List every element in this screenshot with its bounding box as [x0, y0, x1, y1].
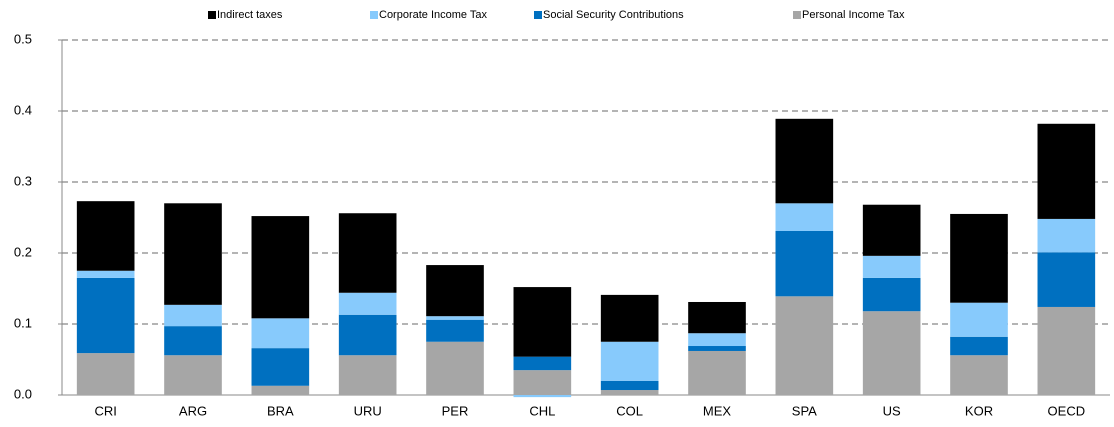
x-tick-label: KOR — [965, 403, 993, 418]
bar-segment — [513, 287, 572, 357]
bar-segment — [688, 333, 746, 347]
legend-label: Corporate Income Tax — [379, 9, 488, 21]
x-tick-label: ARG — [179, 403, 207, 418]
bar-segment — [1037, 306, 1096, 395]
bar-segment — [513, 356, 572, 371]
x-tick-label: URU — [354, 403, 382, 418]
bar-segment — [600, 390, 659, 395]
x-tick-label: PER — [442, 403, 469, 418]
bar-segment — [688, 301, 746, 334]
bar-segment — [1037, 218, 1096, 253]
bar-segment — [950, 302, 1008, 337]
legend-swatch — [534, 11, 542, 19]
bar-segment — [600, 341, 659, 381]
bar-segment — [76, 270, 135, 278]
x-tick-label: CRI — [94, 403, 116, 418]
x-tick-label: CHL — [529, 403, 555, 418]
bar-segment — [513, 395, 572, 398]
bar-segment — [338, 314, 397, 356]
x-tick-label: US — [883, 403, 901, 418]
bar-segment — [862, 277, 921, 312]
legend-swatch — [793, 11, 801, 19]
bar-segment — [164, 355, 222, 395]
bar-segment — [950, 336, 1008, 356]
legend-swatch — [208, 11, 216, 19]
y-tick-label: 0.4 — [14, 102, 32, 117]
bar-segment — [426, 265, 484, 317]
bar-segment — [426, 316, 484, 320]
legend-label: Indirect taxes — [217, 9, 283, 21]
bar-segment — [251, 318, 310, 349]
bar-segment — [775, 296, 834, 395]
bar-segment — [775, 230, 834, 297]
bar-segment — [862, 311, 921, 395]
bar-segment — [688, 350, 746, 395]
bar-segment — [862, 255, 921, 278]
y-tick-label: 0.5 — [14, 31, 32, 46]
y-tick-label: 0.1 — [14, 315, 32, 330]
bar-segment — [950, 213, 1008, 303]
y-tick-label: 0.2 — [14, 244, 32, 259]
legend-label: Social Security Contributions — [543, 9, 684, 21]
bar-segment — [76, 201, 135, 271]
bar-segment — [775, 203, 834, 231]
bar-segment — [338, 355, 397, 395]
bar-segment — [251, 216, 310, 319]
bar-segment — [251, 385, 310, 395]
x-tick-label: SPA — [792, 403, 817, 418]
bar-segment — [76, 277, 135, 354]
x-tick-label: COL — [616, 403, 643, 418]
bar-segment — [251, 348, 310, 386]
legend-label: Personal Income Tax — [802, 9, 905, 21]
bar-segment — [1037, 123, 1096, 219]
x-tick-label: BRA — [267, 403, 294, 418]
bar-segment — [1037, 252, 1096, 307]
bar-segment — [775, 118, 834, 204]
bar-segment — [600, 380, 659, 391]
bar-segment — [164, 326, 222, 356]
bar-segment — [862, 204, 921, 256]
x-tick-label: OECD — [1048, 403, 1086, 418]
y-tick-label: 0.3 — [14, 173, 32, 188]
bar-segment — [600, 294, 659, 342]
bar-segment — [950, 355, 1008, 395]
bar-segment — [76, 353, 135, 395]
bar-segment — [338, 292, 397, 315]
bar-segment — [426, 341, 484, 395]
bar-segment — [338, 213, 397, 293]
y-tick-label: 0.0 — [14, 386, 32, 401]
bar-segment — [164, 203, 222, 305]
bar-segment — [688, 346, 746, 351]
bar-segment — [164, 304, 222, 327]
bar-segment — [513, 370, 572, 395]
x-tick-label: MEX — [703, 403, 732, 418]
legend-swatch — [370, 11, 378, 19]
bar-segment — [426, 319, 484, 342]
